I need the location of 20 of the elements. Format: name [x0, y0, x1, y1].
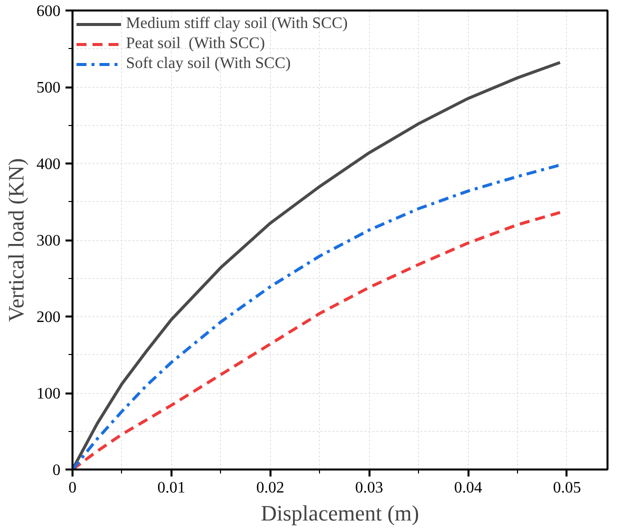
line-series: [72, 210, 562, 470]
x-tick-label: 0.01: [157, 480, 186, 496]
y-tick-label: 100: [36, 386, 60, 402]
x-tick-label: 0.02: [256, 480, 284, 496]
y-tick-label: 200: [36, 309, 60, 326]
y-tick-label: 400: [36, 156, 60, 173]
x-tick-label: 0.04: [454, 480, 482, 496]
y-axis-title: Vertical load (KN): [4, 158, 28, 322]
x-tick-label: 0.03: [355, 480, 384, 496]
legend-label: Soft clay soil (With SCC): [126, 55, 291, 73]
legend-label: Medium stiff clay soil (With SCC): [126, 15, 348, 33]
x-tick-label: 0: [68, 480, 76, 496]
y-tick-label: 0: [52, 462, 60, 479]
y-tick-label: 300: [36, 232, 60, 250]
x-axis-title: Displacement (m): [260, 500, 420, 526]
legend-label: Peat soil (With SCC): [126, 35, 265, 53]
y-tick-label: 600: [36, 3, 60, 20]
line-series: [72, 164, 562, 470]
x-tick-label: 0.05: [552, 480, 581, 496]
y-tick-label: 500: [36, 80, 60, 96]
